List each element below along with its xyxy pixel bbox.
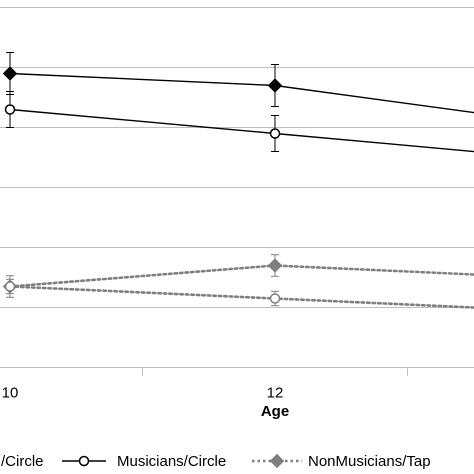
x-tick-label-10: 10 (2, 385, 19, 402)
series-1-point-0 (4, 104, 16, 115)
series-layer (2, 52, 474, 309)
series-2-point-1 (267, 258, 283, 273)
series-0 (2, 52, 474, 114)
legend-entry-1: Musicians/Circle (62, 453, 226, 470)
legend-label-0: /Circle (1, 453, 44, 470)
series-1-point-1 (269, 128, 281, 139)
legend-entry-2: NonMusicians/Tap (252, 453, 431, 470)
series-3-point-1 (269, 293, 281, 304)
series-2-line (8, 264, 474, 288)
legend-marker-1 (78, 455, 90, 467)
series-3-line (8, 285, 474, 309)
legend-entry-0: /Circle (1, 453, 44, 470)
series-1-line (9, 108, 474, 153)
x-axis-ticks: 10 12 (2, 367, 408, 402)
grid-lines (0, 7, 474, 308)
series-3-point-0 (4, 281, 16, 292)
legend-label-1: Musicians/Circle (117, 453, 226, 470)
series-0-line (9, 72, 474, 114)
legend: /Circle Musicians/Circle NonMusicians/Tap (1, 453, 431, 470)
series-2 (2, 254, 474, 298)
series-0-point-1 (267, 78, 283, 93)
series-0-point-0 (2, 66, 18, 81)
x-tick-label-12: 12 (267, 385, 284, 402)
x-axis-title: Age (261, 403, 289, 420)
legend-marker-2 (269, 453, 285, 469)
series-3 (4, 278, 474, 309)
legend-label-2: NonMusicians/Tap (308, 453, 431, 470)
series-1 (4, 91, 474, 153)
